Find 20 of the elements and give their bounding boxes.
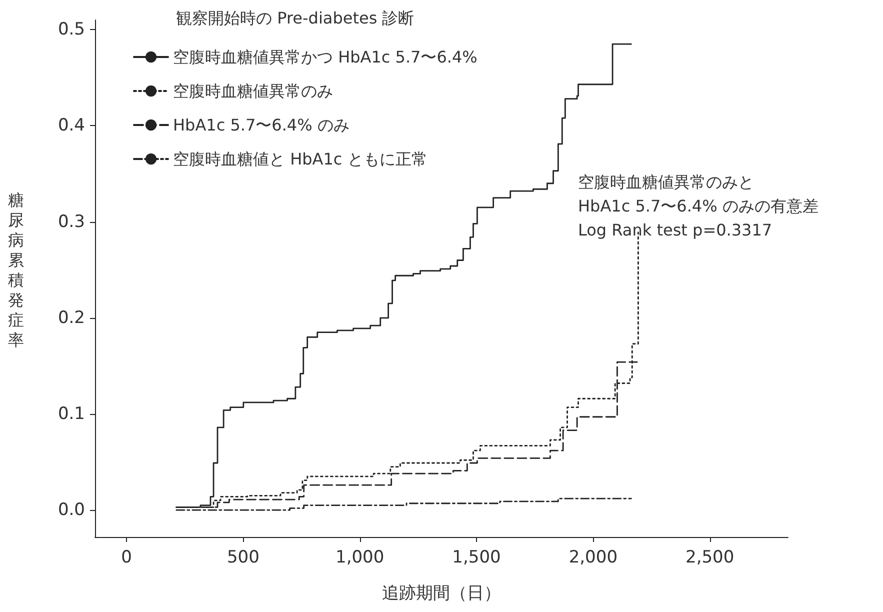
annotation: 空腹時血糖値異常のみと HbA1c 5.7〜6.4% のみの有意差 Log Rank test p=0.3317 [578,172,818,240]
x-tick-label: 2,000 [568,548,618,568]
legend-label: HbA1c 5.7〜6.4% のみ [173,116,350,134]
x-tick-label: 1,000 [335,548,384,568]
x-tick-label: 2,500 [685,548,734,568]
y-axis-title: 糖尿病累積発症率 [8,190,24,350]
y-tick-label: 0.2 [58,308,85,328]
y-tick-label: 0.3 [58,212,85,232]
legend-label: 空腹時血糖値異常のみ [173,82,333,100]
x-axis-title: 追跡期間（日） [382,584,501,604]
legend-label: 空腹時血糖値と HbA1c ともに正常 [173,150,428,168]
y-tick-label: 0.0 [58,500,85,520]
x-tick-label: 0 [121,548,132,568]
legend-label: 空腹時血糖値異常かつ HbA1c 5.7〜6.4% [173,48,478,66]
y-tick-label: 0.1 [58,404,85,424]
y-tick-label: 0.4 [58,116,85,136]
y-tick-label: 0.5 [58,20,85,40]
x-tick-label: 500 [226,548,260,568]
legend-title: 観察開始時の Pre-diabetes 診断 [176,8,414,28]
x-tick-label: 1,500 [452,548,501,568]
